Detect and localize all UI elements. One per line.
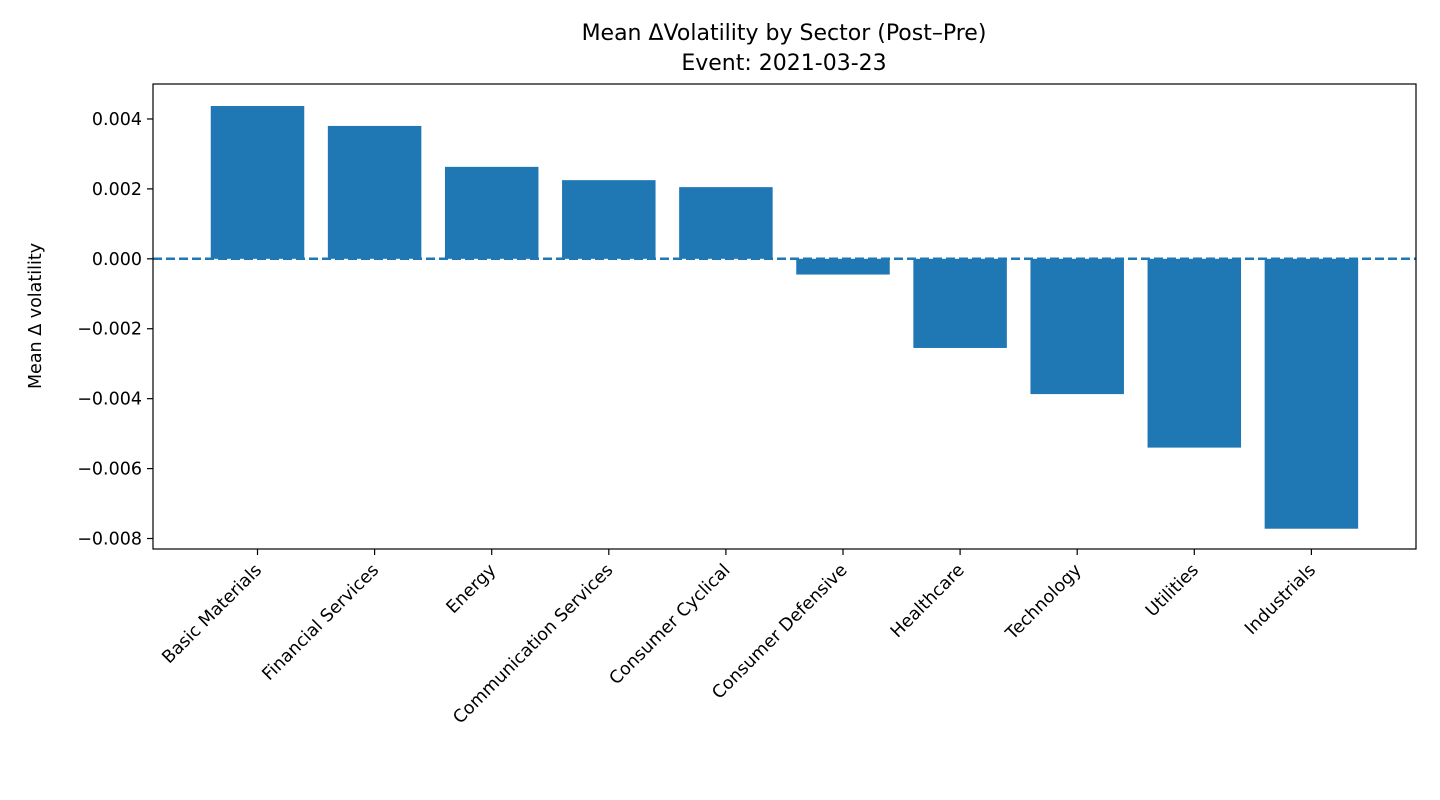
y-tick-label: −0.008 (77, 530, 142, 550)
chart-subtitle: Event: 2021-03-23 (681, 51, 886, 76)
plot-frame (152, 83, 1417, 550)
bar-consumer-defensive (796, 258, 890, 275)
x-tick-label: Healthcare (887, 560, 969, 642)
bar-communication-services (562, 180, 656, 259)
bar-financial-services (327, 125, 422, 259)
y-tick-label: −0.004 (77, 390, 142, 410)
y-axis-label: Mean Δ volatility (26, 243, 46, 389)
x-tick-label: Consumer Cyclical (606, 560, 735, 689)
x-tick-label: Basic Materials (158, 560, 266, 668)
y-tick-label: −0.006 (77, 460, 142, 480)
bar-consumer-cyclical (679, 187, 773, 259)
x-tick-label: Energy (443, 560, 500, 617)
y-tick-label: 0.004 (92, 110, 142, 130)
y-tick-label: 0.002 (92, 180, 142, 200)
y-axis-ticks: 0.004 0.002 0.000 −0.002 −0.004 −0.006 −0.008 (77, 110, 153, 550)
chart-title: Mean ΔVolatility by Sector (Post–Pre) (582, 21, 987, 46)
bar-energy (444, 166, 539, 259)
bar-healthcare (913, 258, 1007, 348)
bar-industrials (1264, 258, 1359, 529)
bar-basic-materials (210, 106, 305, 259)
bars-group (210, 106, 1359, 529)
x-tick-label: Financial Services (259, 560, 383, 684)
x-tick-label: Technology (1002, 560, 1086, 644)
x-tick-label: Industrials (1241, 560, 1320, 639)
bar-technology (1030, 258, 1124, 395)
x-tick-label: Consumer Defensive (709, 560, 852, 703)
y-tick-label: −0.002 (77, 320, 142, 340)
bar-utilities (1147, 258, 1242, 448)
x-tick-label: Utilities (1142, 560, 1203, 621)
y-tick-label: 0.000 (92, 250, 142, 270)
